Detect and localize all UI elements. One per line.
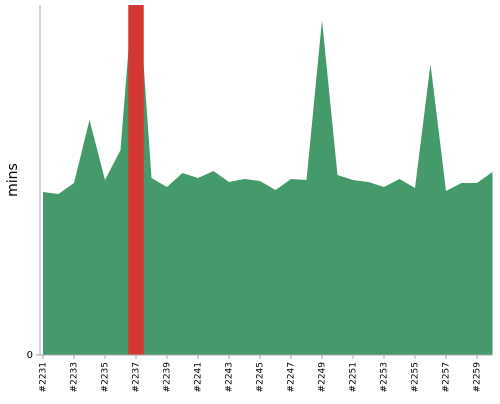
x-tick-label: #2233 — [70, 362, 80, 392]
x-tick-label: #2241 — [194, 362, 204, 392]
x-tick-label: #2245 — [256, 362, 266, 392]
plot-area — [43, 5, 493, 355]
y-axis-label: mins — [5, 163, 21, 197]
x-tick-label: #2239 — [163, 362, 173, 393]
x-tick-label: #2255 — [411, 362, 421, 392]
x-tick-label: #2253 — [380, 362, 390, 392]
x-tick-label: #2247 — [287, 362, 297, 392]
x-tick-label: #2243 — [225, 362, 235, 392]
x-tick-label: #2257 — [442, 362, 452, 392]
area — [43, 5, 493, 355]
y-tick-label: 0 — [27, 350, 33, 361]
x-tick-label: #2259 — [473, 362, 483, 393]
x-tick-label: #2237 — [132, 362, 142, 392]
x-tick-label: #2231 — [39, 362, 49, 392]
x-tick-label: #2235 — [101, 362, 111, 392]
failed-build — [128, 5, 144, 355]
x-tick-label: #2249 — [318, 362, 328, 393]
x-tick-label: #2251 — [349, 362, 359, 392]
